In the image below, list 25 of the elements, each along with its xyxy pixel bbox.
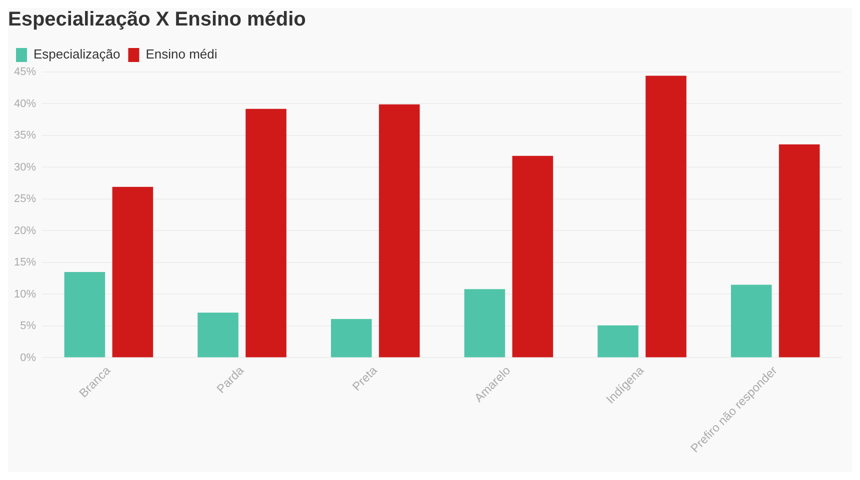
bar — [730, 284, 772, 358]
y-tick-label: 5% — [20, 320, 36, 332]
bar — [598, 325, 638, 358]
bar — [646, 76, 686, 358]
y-tick-label: 25% — [14, 193, 36, 206]
bar — [198, 312, 238, 358]
y-tick-label: 35% — [14, 130, 36, 142]
bar — [512, 156, 554, 358]
chart-title: Especialização X Ensino médio — [8, 8, 306, 31]
bar — [778, 144, 820, 358]
bar — [64, 272, 106, 358]
y-tick-label: 0% — [20, 352, 36, 364]
y-tick-label: 30% — [14, 161, 36, 174]
y-tick-label: 40% — [14, 98, 36, 110]
bar — [464, 289, 506, 358]
y-tick-label: 20% — [14, 224, 36, 237]
y-tick-label: 15% — [14, 256, 36, 269]
bar — [378, 104, 420, 358]
bar — [246, 108, 286, 358]
legend-label: Especialização — [34, 46, 120, 62]
y-tick-label: 45% — [14, 66, 36, 78]
bar — [112, 186, 154, 358]
legend-label: Ensino médi — [146, 46, 218, 62]
bar — [330, 319, 372, 358]
y-tick-label: 10% — [14, 288, 36, 300]
